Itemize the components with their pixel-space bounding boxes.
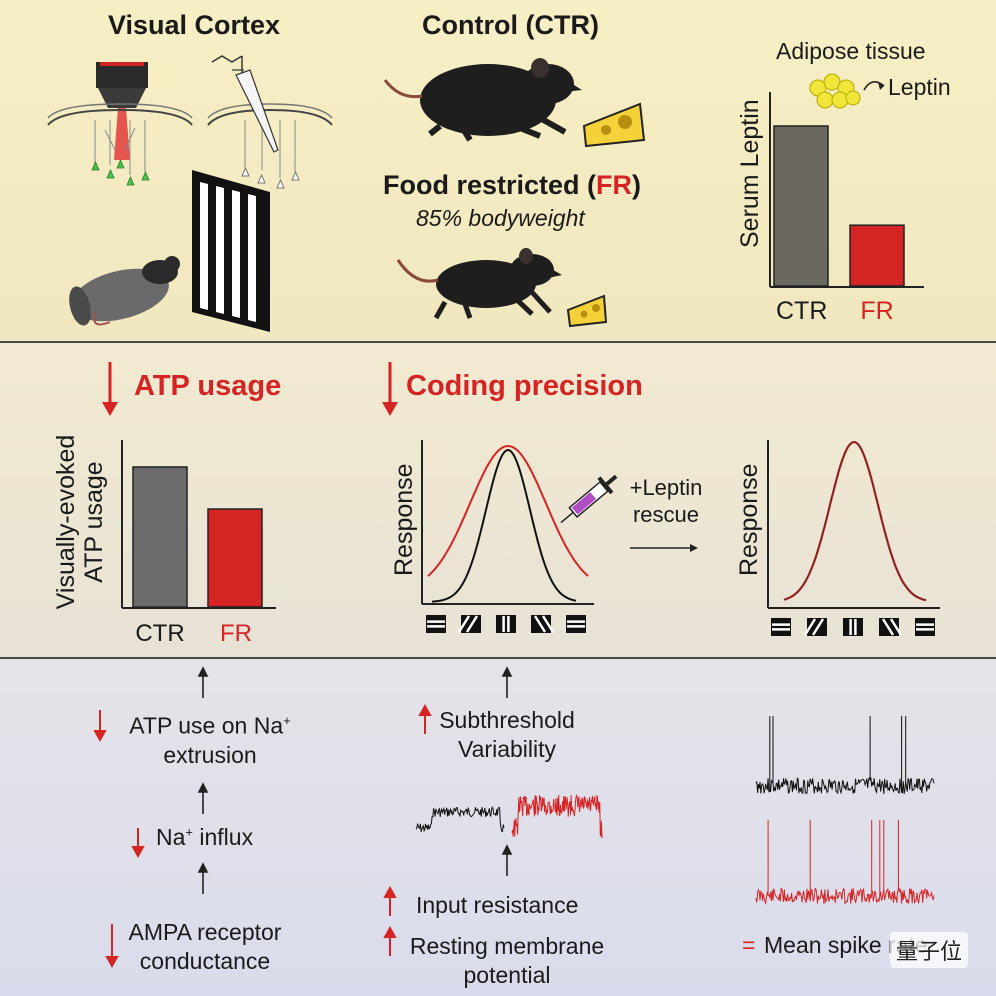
adipose-label: Adipose tissue xyxy=(776,38,926,64)
atp-bar-fr xyxy=(207,508,263,608)
atp-bar-ctr xyxy=(132,466,188,608)
input-resistance-label: Input resistance xyxy=(416,892,579,918)
watermark-badge: 量子位 xyxy=(889,932,968,968)
grating-icon-4 xyxy=(879,618,903,636)
leptin-bar-ctr xyxy=(773,125,829,287)
rescued-ctr-curve xyxy=(783,441,927,601)
food-restricted-title: Food restricted (FR) xyxy=(383,170,642,200)
grating-icon-5 xyxy=(915,618,935,636)
leptin-bars xyxy=(773,125,905,287)
divider-bottom xyxy=(0,657,996,659)
grating-screen-icon xyxy=(192,170,270,332)
up-arrows xyxy=(197,666,513,894)
grating-icon-5 xyxy=(566,615,586,633)
na-influx-label: Na+ influx xyxy=(156,824,254,850)
grating-icon-4 xyxy=(531,615,555,633)
leptin-fr-tick: FR xyxy=(860,297,894,325)
atp-chart-axes xyxy=(121,440,276,609)
leptin-chart-axes xyxy=(769,92,924,288)
leptin-chart-ylabel: Serum Leptin xyxy=(736,99,764,248)
grating-icon-1 xyxy=(426,615,446,633)
atp-fr-tick: FR xyxy=(220,620,252,647)
grating-icons-1 xyxy=(426,615,586,633)
subthreshold-label: Subthreshold Variability xyxy=(439,707,575,762)
grating-icon-3 xyxy=(843,618,863,636)
grating-icon-2 xyxy=(803,618,827,636)
red-small-arrows xyxy=(93,703,432,969)
ctr-tuning-curve xyxy=(431,448,577,603)
cheese-large-icon xyxy=(582,102,646,148)
bottom-panel xyxy=(0,658,996,996)
cortex-slice-left-icon xyxy=(47,103,193,186)
atp-usage-heading: ATP usage xyxy=(134,370,282,402)
resting-potential-label: Resting membrane potential xyxy=(409,933,605,988)
ampa-label: AMPA receptor conductance xyxy=(128,919,282,974)
response-ylabel-1: Response xyxy=(390,463,418,576)
atp-bars xyxy=(132,466,263,608)
rescue-arrow-icon xyxy=(630,544,698,552)
equals-sign: = xyxy=(742,932,756,958)
fr-voltage-trace xyxy=(511,793,603,839)
bodyweight-label: 85% bodyweight xyxy=(416,205,585,231)
fr-spike-trace xyxy=(755,820,935,906)
visual-cortex-title: Visual Cortex xyxy=(108,10,281,40)
grating-icon-3 xyxy=(496,615,516,633)
cheese-small-icon xyxy=(566,294,608,328)
syringe-icon xyxy=(560,474,618,524)
atp-na-extrusion-label: ATP use on Na+ extrusion xyxy=(129,712,291,768)
ctr-voltage-trace xyxy=(415,805,505,833)
divider-top xyxy=(0,341,996,343)
grating-icon-2 xyxy=(457,615,481,633)
cortex-slice-right-icon xyxy=(207,103,333,189)
leptin-bar-fr xyxy=(849,224,905,287)
leptin-ctr-tick: CTR xyxy=(776,297,828,325)
atp-down-arrow-icon xyxy=(102,362,118,416)
microscope-icon xyxy=(96,62,148,160)
mouse-treadmill-icon xyxy=(69,256,180,326)
tuning-curve-chart-fr xyxy=(421,440,594,605)
rescued-tuning-curve xyxy=(783,441,927,602)
leptin-label: Leptin xyxy=(888,74,951,100)
coding-precision-heading: Coding precision xyxy=(406,370,643,402)
fr-tuning-curve xyxy=(427,444,589,577)
coding-down-arrow-icon xyxy=(382,362,398,416)
food-restricted-mouse-icon xyxy=(396,248,562,320)
control-title: Control (CTR) xyxy=(422,10,599,40)
adipose-tissue-icon xyxy=(809,73,885,109)
ctr-spike-trace xyxy=(755,716,935,795)
control-mouse-icon xyxy=(383,58,582,142)
response-ylabel-2: Response xyxy=(735,463,763,576)
grating-icon-1 xyxy=(771,618,791,636)
atp-chart-ylabel: Visually-evoked ATP usage xyxy=(52,434,108,610)
electrode-icon xyxy=(211,55,279,153)
leptin-rescue-label: +Leptin rescue xyxy=(629,475,703,527)
atp-ctr-tick: CTR xyxy=(135,620,185,647)
grating-icons-2 xyxy=(771,618,935,636)
tuning-curve-chart-rescue xyxy=(767,440,940,609)
